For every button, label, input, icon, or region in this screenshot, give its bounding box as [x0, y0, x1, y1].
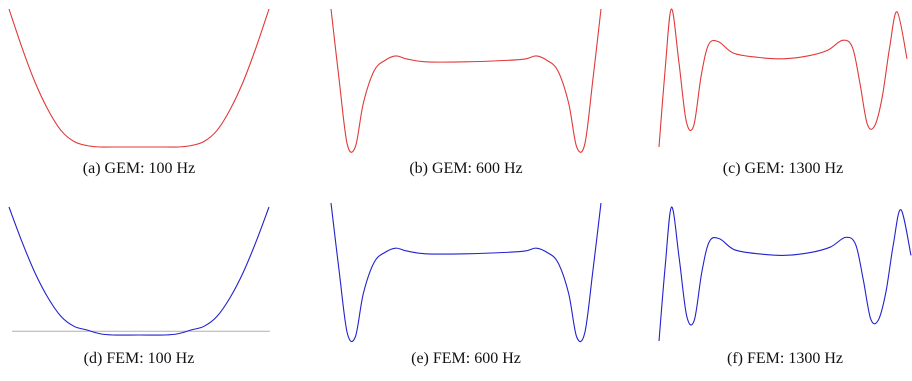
mode-shape-line-fem-600hz	[330, 202, 602, 343]
panel-fem-100hz: (d) FEM: 100 Hz	[8, 206, 270, 381]
caption-gem-1300hz: (c) GEM: 1300 Hz	[722, 160, 844, 177]
plot-fem-1300hz	[658, 206, 912, 342]
plot-fem-600hz	[330, 202, 602, 343]
mode-shape-line-gem-600hz	[330, 8, 602, 153]
plot-gem-100hz	[8, 8, 270, 148]
mode-shape-line-fem-100hz	[8, 206, 270, 336]
plot-gem-600hz	[330, 8, 602, 153]
mode-shape-line-gem-1300hz	[658, 8, 908, 148]
mode-shape-line-gem-100hz	[8, 8, 270, 148]
plot-fem-100hz	[8, 206, 270, 336]
panel-gem-600hz: (b) GEM: 600 Hz	[330, 8, 602, 183]
plot-gem-1300hz	[658, 8, 908, 148]
mode-shape-line-fem-1300hz	[658, 206, 912, 342]
caption-fem-1300hz: (f) FEM: 1300 Hz	[727, 350, 843, 367]
caption-fem-100hz: (d) FEM: 100 Hz	[83, 350, 195, 367]
caption-gem-100hz: (a) GEM: 100 Hz	[82, 160, 196, 177]
panel-fem-600hz: (e) FEM: 600 Hz	[330, 202, 602, 381]
panel-fem-1300hz: (f) FEM: 1300 Hz	[658, 206, 912, 381]
panel-gem-100hz: (a) GEM: 100 Hz	[8, 8, 270, 183]
caption-fem-600hz: (e) FEM: 600 Hz	[411, 350, 521, 367]
panel-gem-1300hz: (c) GEM: 1300 Hz	[658, 8, 908, 183]
caption-gem-600hz: (b) GEM: 600 Hz	[409, 160, 523, 177]
